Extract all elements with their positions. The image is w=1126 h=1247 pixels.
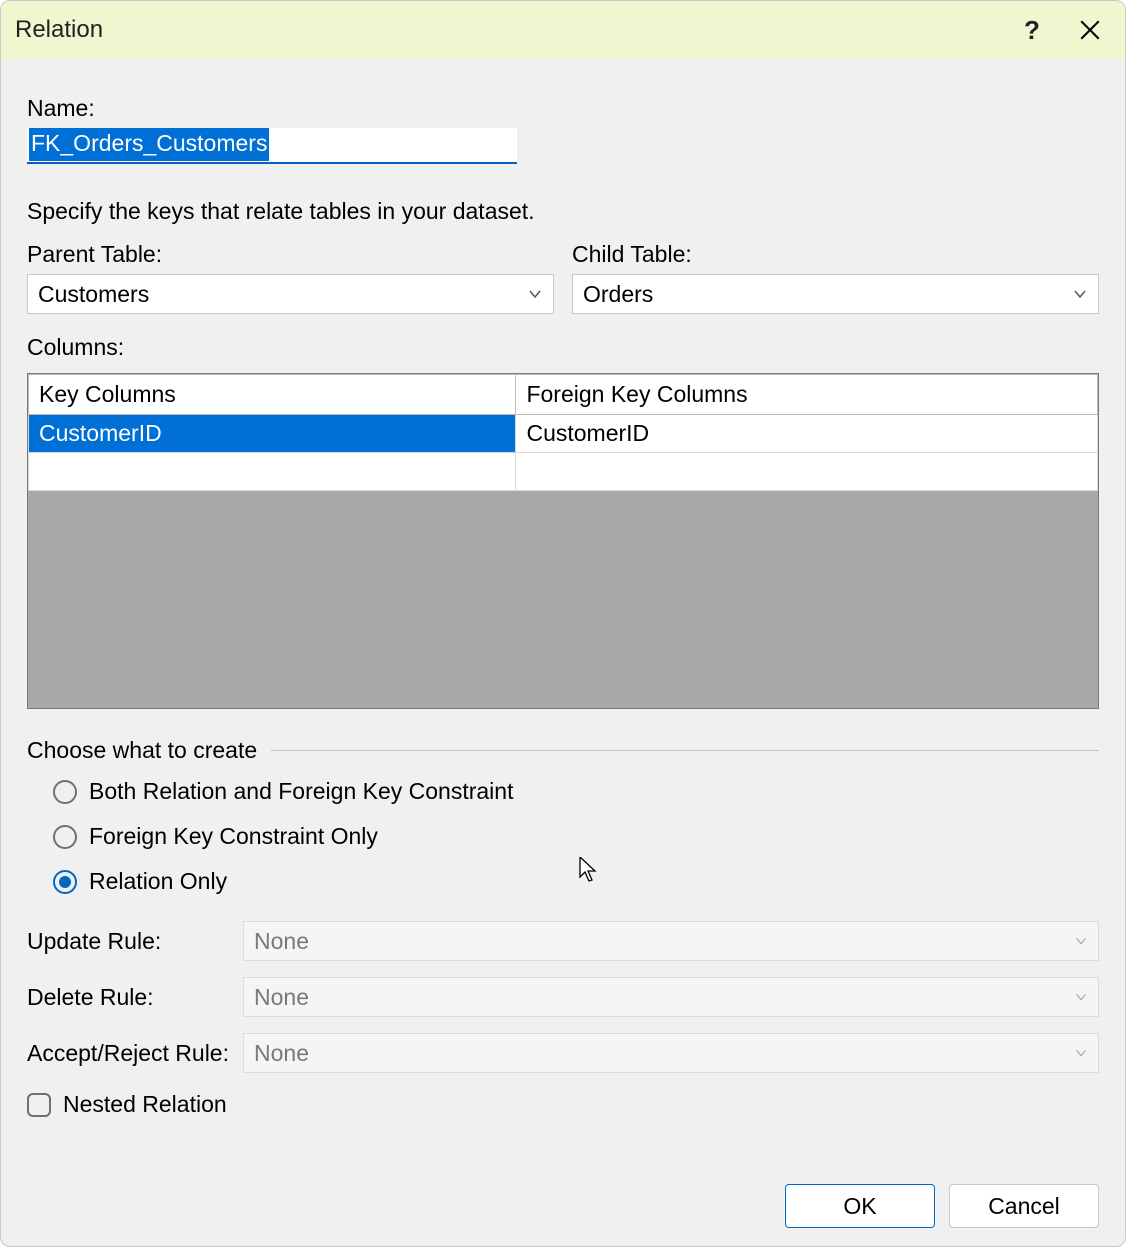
chevron-down-icon [1072, 286, 1088, 302]
table-row[interactable]: CustomerIDCustomerID [29, 415, 1098, 453]
chevron-down-icon [1074, 1046, 1088, 1060]
nested-relation-label: Nested Relation [63, 1091, 227, 1118]
radio-label: Foreign Key Constraint Only [89, 823, 378, 850]
radio-icon [53, 780, 77, 804]
grid-header-key[interactable]: Key Columns [29, 375, 516, 415]
update-rule-dropdown: None [243, 921, 1099, 961]
create-options-group: Both Relation and Foreign Key Constraint… [53, 778, 1099, 895]
nested-relation-checkbox-row[interactable]: Nested Relation [27, 1091, 1099, 1118]
columns-label: Columns: [27, 334, 1099, 361]
radio-icon [53, 825, 77, 849]
update-rule-value: None [254, 928, 1074, 955]
chevron-down-icon [1074, 990, 1088, 1004]
radio-icon [53, 870, 77, 894]
child-table-label: Child Table: [572, 241, 1099, 268]
table-row[interactable] [29, 453, 1098, 491]
window-title: Relation [15, 16, 1003, 44]
relation-dialog: Relation ? Name: FK_Orders_Customers Spe… [0, 0, 1126, 1247]
name-label: Name: [27, 95, 1099, 122]
radio-fk-only[interactable]: Foreign Key Constraint Only [53, 823, 1099, 850]
grid-header-fk[interactable]: Foreign Key Columns [516, 375, 1098, 415]
instruction-text: Specify the keys that relate tables in y… [27, 198, 1099, 225]
ok-button[interactable]: OK [785, 1184, 935, 1228]
choose-what-label: Choose what to create [27, 737, 257, 764]
delete-rule-value: None [254, 984, 1074, 1011]
chevron-down-icon [527, 286, 543, 302]
accept-reject-rule-value: None [254, 1040, 1074, 1067]
parent-table-label: Parent Table: [27, 241, 554, 268]
radio-label: Relation Only [89, 868, 227, 895]
help-button[interactable]: ? [1003, 6, 1061, 54]
parent-table-value: Customers [38, 281, 527, 308]
key-column-cell[interactable]: CustomerID [29, 415, 516, 453]
radio-label: Both Relation and Foreign Key Constraint [89, 778, 513, 805]
accept-reject-rule-label: Accept/Reject Rule: [27, 1040, 233, 1067]
update-rule-label: Update Rule: [27, 928, 233, 955]
child-table-dropdown[interactable]: Orders [572, 274, 1099, 314]
dialog-body: Name: FK_Orders_Customers Specify the ke… [1, 59, 1125, 1246]
close-button[interactable] [1061, 6, 1119, 54]
child-table-value: Orders [583, 281, 1072, 308]
chevron-down-icon [1074, 934, 1088, 948]
fk-column-cell[interactable]: CustomerID [516, 415, 1098, 453]
cancel-button[interactable]: Cancel [949, 1184, 1099, 1228]
delete-rule-dropdown: None [243, 977, 1099, 1017]
grid-empty-area [28, 491, 1098, 708]
divider [271, 750, 1099, 751]
name-input-value: FK_Orders_Customers [29, 128, 269, 161]
parent-table-dropdown[interactable]: Customers [27, 274, 554, 314]
radio-relation-only[interactable]: Relation Only [53, 868, 1099, 895]
nested-relation-checkbox[interactable] [27, 1093, 51, 1117]
accept-reject-rule-dropdown: None [243, 1033, 1099, 1073]
columns-grid[interactable]: Key Columns Foreign Key Columns Customer… [27, 373, 1099, 709]
delete-rule-label: Delete Rule: [27, 984, 233, 1011]
name-input[interactable]: FK_Orders_Customers [27, 128, 517, 164]
key-column-cell[interactable] [29, 453, 516, 491]
fk-column-cell[interactable] [516, 453, 1098, 491]
radio-both[interactable]: Both Relation and Foreign Key Constraint [53, 778, 1099, 805]
titlebar: Relation ? [1, 1, 1125, 59]
close-icon [1080, 20, 1100, 40]
